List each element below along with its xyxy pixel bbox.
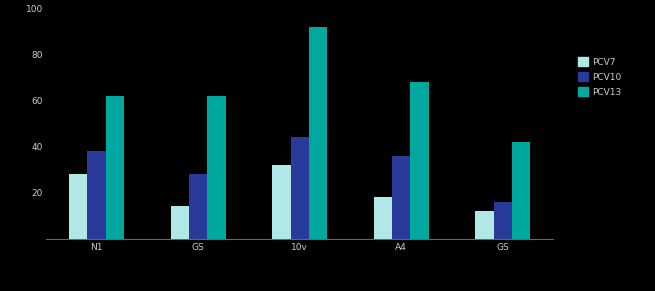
Bar bbox=[374, 197, 392, 239]
Bar bbox=[476, 211, 494, 239]
Legend: PCV7, PCV10, PCV13: PCV7, PCV10, PCV13 bbox=[578, 57, 622, 97]
Bar bbox=[189, 174, 207, 239]
Bar bbox=[410, 82, 428, 239]
Bar bbox=[272, 165, 291, 239]
Bar bbox=[309, 27, 327, 239]
Bar bbox=[88, 151, 105, 239]
Bar bbox=[171, 206, 189, 239]
Bar bbox=[105, 96, 124, 239]
Bar bbox=[512, 142, 530, 239]
Bar bbox=[291, 137, 309, 239]
Bar bbox=[494, 202, 512, 239]
Bar bbox=[392, 156, 410, 239]
Bar bbox=[69, 174, 88, 239]
Bar bbox=[207, 96, 225, 239]
